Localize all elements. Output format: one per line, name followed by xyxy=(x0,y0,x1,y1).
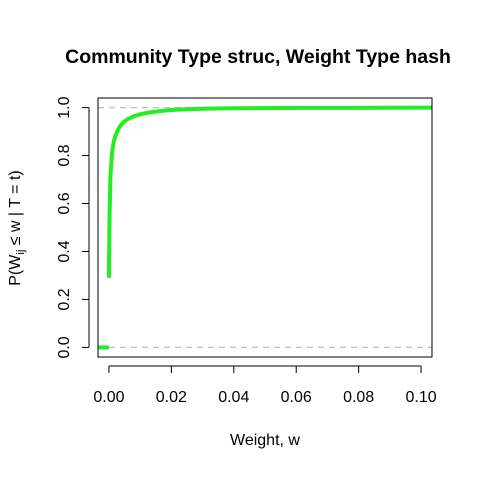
y-axis-label: P(Wij ≤ w | T = t) xyxy=(7,170,27,285)
x-tick-label-0: 0.00 xyxy=(93,389,124,406)
y-axis-label-subscript: ij xyxy=(15,250,27,255)
x-tick-label-3: 0.06 xyxy=(281,389,312,406)
series-line-0-segment-1 xyxy=(106,105,432,278)
y-axis-label-prefix: P(W xyxy=(7,254,24,286)
y-tick-label-2: 0.4 xyxy=(56,240,73,262)
x-tick-label-2: 0.04 xyxy=(218,389,249,406)
y-axis-label-suffix: ≤ w | T = t) xyxy=(7,170,24,249)
y-tick-label-1: 0.2 xyxy=(56,288,73,310)
x-tick-label-5: 0.10 xyxy=(406,389,437,406)
plot-frame xyxy=(97,97,433,358)
x-tick-label-1: 0.02 xyxy=(156,389,187,406)
chart-title: Community Type struc, Weight Type hash xyxy=(65,46,451,68)
series-group xyxy=(98,105,432,350)
y-axis: 0.0 0.2 0.4 0.6 0.8 1.0 xyxy=(56,96,90,359)
y-tick-label-5: 1.0 xyxy=(56,96,73,118)
y-tick-label-3: 0.6 xyxy=(56,192,73,214)
x-axis-label: Weight, w xyxy=(230,432,300,449)
x-axis: 0.00 0.02 0.04 0.06 0.08 0.10 xyxy=(93,365,437,406)
y-tick-label-0: 0.0 xyxy=(56,336,73,358)
y-tick-label-4: 0.8 xyxy=(56,144,73,166)
x-tick-label-4: 0.08 xyxy=(343,389,374,406)
